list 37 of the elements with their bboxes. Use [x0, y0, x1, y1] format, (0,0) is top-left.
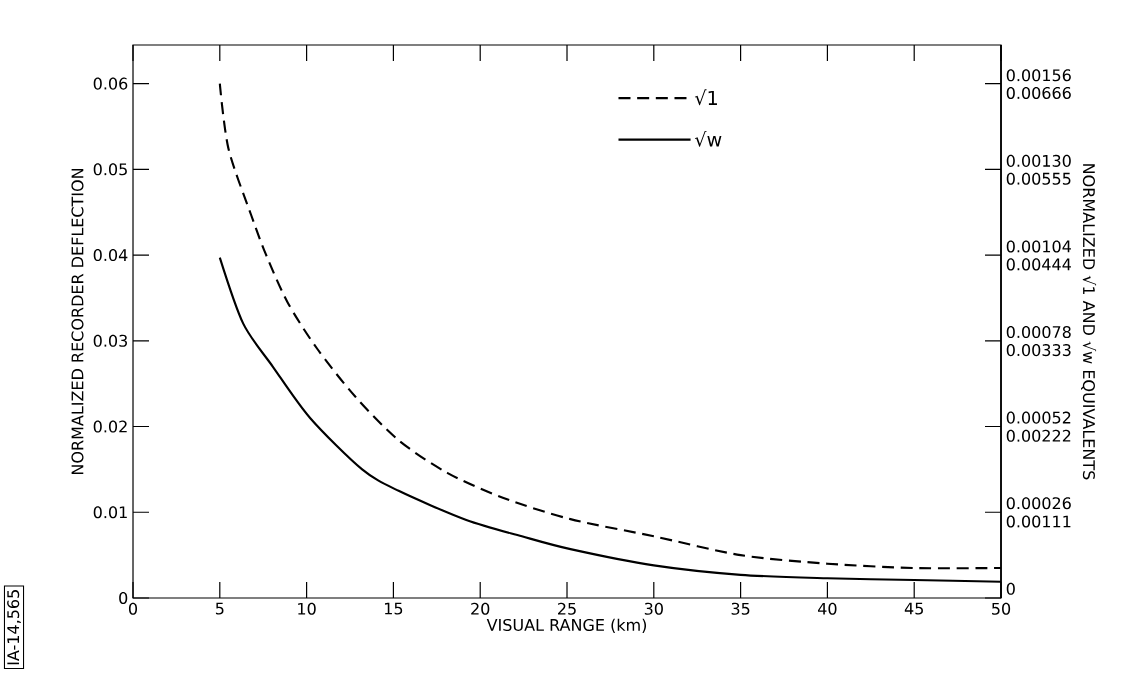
x-tick-label: 20 — [471, 602, 490, 615]
x-tick-label: 50 — [992, 602, 1011, 615]
y3-tick-label: 0.00666 — [1006, 86, 1071, 100]
x-tick-label: 45 — [904, 602, 923, 615]
y-tick-label: 0.01 — [93, 506, 127, 519]
y3-tick-label: 0.00555 — [1006, 172, 1071, 185]
y2-tick-label: 0 — [1006, 582, 1015, 595]
y2-axis-title: NORMALIZED √1 AND √w EQUIVALENTS — [1081, 164, 1097, 480]
x-tick-label: 10 — [298, 602, 316, 615]
y-tick-label: 0.02 — [93, 420, 127, 433]
x-tick-label: 0 — [128, 602, 138, 615]
y3-tick-label: 0.00333 — [1006, 344, 1071, 357]
x-tick-label: 35 — [731, 602, 750, 615]
y2-tick-label: 0.00078 — [1006, 325, 1071, 339]
x-tick-label: 5 — [215, 602, 224, 615]
y-axis-title: NORMALIZED RECORDER DEFLECTION — [71, 169, 84, 475]
x-tick-label: 15 — [384, 602, 403, 615]
y3-tick-label: 0.00111 — [1006, 515, 1071, 528]
y-tick-label: 0.03 — [93, 334, 127, 347]
y2-tick-label: 0.00026 — [1006, 497, 1071, 510]
y-tick-label: 0.04 — [93, 249, 128, 262]
x-axis-title: VISUAL RANGE (km) — [486, 618, 647, 633]
x-tick-label: 25 — [558, 602, 576, 615]
legend-label: √1 — [694, 89, 717, 106]
y2-tick-label: 0.00156 — [1006, 69, 1071, 82]
y2-tick-label: 0.00104 — [1006, 240, 1071, 253]
x-tick-label: 30 — [644, 602, 663, 615]
y3-tick-label: 0.00444 — [1006, 258, 1071, 271]
y2-tick-label: 0.00052 — [1006, 411, 1071, 424]
y2-tick-label: 0.00130 — [1006, 154, 1071, 167]
y-tick-label: 0.06 — [93, 77, 128, 90]
y-tick-label: 0.05 — [93, 163, 127, 176]
y3-tick-label: 0.00222 — [1006, 429, 1071, 442]
text: IA-14,565 — [7, 590, 21, 665]
y-tick-label: 0 — [119, 591, 128, 605]
legend-label: √w — [694, 130, 722, 147]
x-tick-label: 40 — [818, 602, 837, 615]
